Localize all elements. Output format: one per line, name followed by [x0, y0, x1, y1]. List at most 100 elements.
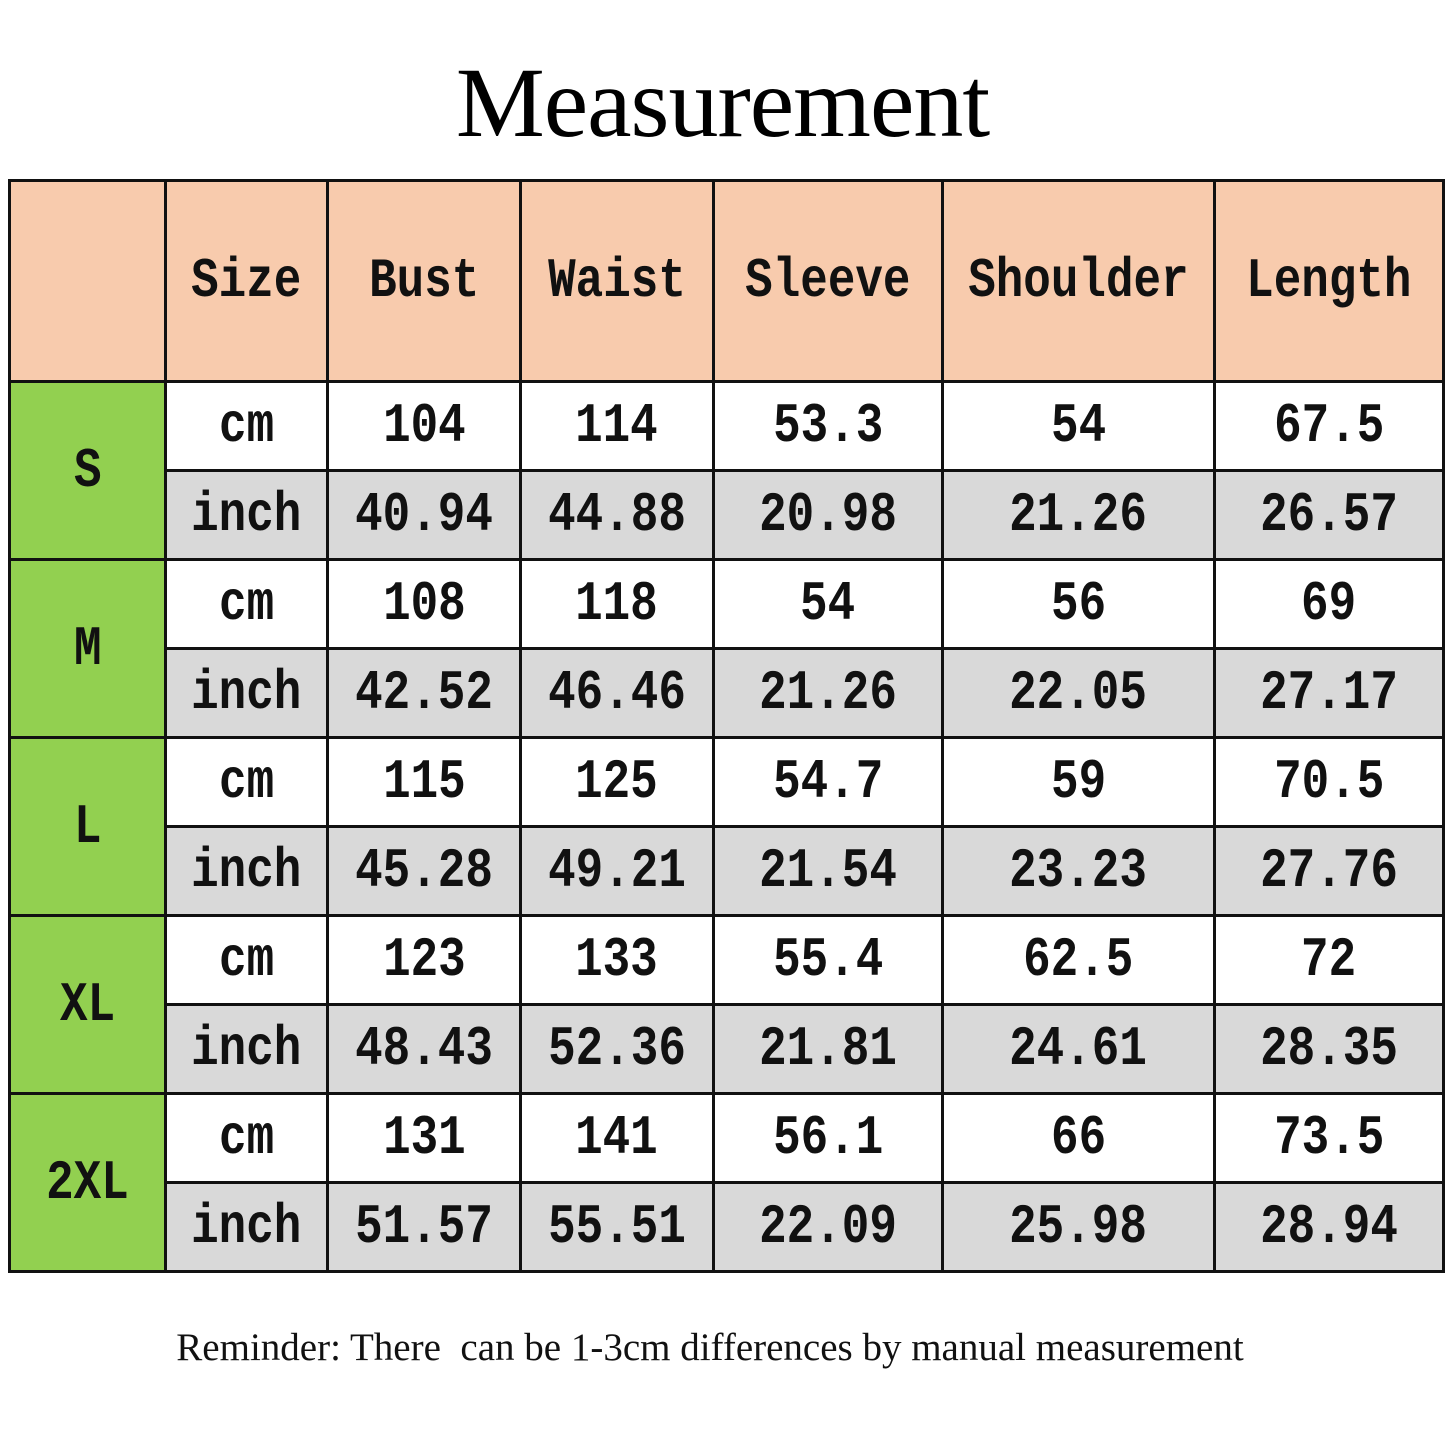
value-cell-text: 45.28	[355, 839, 493, 903]
value-cell: 62.5	[940, 914, 1216, 1006]
value-cell-text: 125	[575, 750, 659, 814]
value-cell: 21.26	[711, 647, 944, 739]
size-label-text: S	[73, 438, 102, 503]
header-row: Size Bust Waist Sleeve Shoulder Length	[8, 179, 1445, 383]
value-cell-text: 55.51	[547, 1195, 686, 1259]
value-cell: 131	[326, 1092, 522, 1184]
value-cell-text: 54	[800, 572, 856, 636]
table-row-inch: inch 48.43 52.36 21.81 24.61 28.35	[10, 1003, 1445, 1095]
value-cell: 69	[1212, 558, 1445, 650]
header-cell: Size	[163, 179, 330, 383]
value-cell: 25.98	[940, 1181, 1216, 1273]
value-cell-text: 53.3	[772, 394, 883, 458]
value-cell-text: 48.43	[355, 1017, 493, 1081]
unit-label: cm	[163, 914, 330, 1006]
header-cell	[8, 179, 167, 383]
value-cell: 27.17	[1212, 647, 1445, 739]
unit-label-text: cm	[218, 750, 275, 814]
header-cell: Sleeve	[711, 179, 944, 383]
value-cell-text: 28.94	[1259, 1195, 1398, 1259]
value-cell-text: 73.5	[1273, 1106, 1384, 1170]
value-cell: 56	[940, 558, 1216, 650]
value-cell-text: 40.94	[355, 483, 493, 547]
value-cell: 46.46	[518, 647, 715, 739]
value-cell: 66	[940, 1092, 1216, 1184]
table-row-cm: XL cm 123 133 55.4 62.5 72	[8, 914, 1445, 1095]
value-cell: 27.76	[1212, 825, 1445, 917]
value-cell-text: 20.98	[758, 483, 897, 547]
value-cell-text: 51.57	[355, 1195, 493, 1259]
unit-label-text: inch	[191, 661, 302, 725]
value-cell-text: 69	[1301, 572, 1357, 636]
value-cell-text: 114	[575, 394, 659, 458]
header-cell: Shoulder	[940, 179, 1216, 383]
size-label: L	[8, 736, 167, 917]
table-row-inch: inch 51.57 55.51 22.09 25.98 28.94	[10, 1181, 1445, 1273]
value-cell-text: 49.21	[547, 839, 686, 903]
reminder-note: Reminder: There can be 1-3cm differences…	[176, 1326, 1244, 1369]
value-cell: 55.4	[711, 914, 944, 1006]
unit-label-text: inch	[191, 1017, 302, 1081]
value-cell-text: 133	[575, 928, 659, 992]
unit-label-text: cm	[218, 1106, 275, 1170]
unit-label-text: inch	[191, 483, 302, 547]
value-cell: 125	[518, 736, 715, 828]
value-cell-text: 54.7	[772, 750, 883, 814]
value-cell: 23.23	[940, 825, 1216, 917]
value-cell: 49.21	[518, 825, 715, 917]
page-title: Measurement	[455, 47, 990, 158]
value-cell: 21.54	[711, 825, 944, 917]
value-cell-text: 21.81	[758, 1017, 897, 1081]
unit-label: cm	[163, 1092, 330, 1184]
value-cell-text: 25.98	[1009, 1195, 1148, 1259]
value-cell: 72	[1212, 914, 1445, 1006]
value-cell-text: 21.54	[758, 839, 897, 903]
value-cell: 53.3	[711, 380, 944, 472]
unit-label-text: inch	[191, 1195, 302, 1259]
unit-label: inch	[163, 469, 330, 561]
unit-label: inch	[163, 647, 330, 739]
value-cell: 22.05	[940, 647, 1216, 739]
value-cell: 45.28	[326, 825, 522, 917]
value-cell: 54	[940, 380, 1216, 472]
header-cell-text: Shoulder	[968, 249, 1189, 313]
value-cell-text: 27.76	[1259, 839, 1398, 903]
value-cell-text: 28.35	[1259, 1017, 1398, 1081]
value-cell: 55.51	[518, 1181, 715, 1273]
header-cell-text: Bust	[368, 249, 480, 313]
value-cell: 48.43	[326, 1003, 522, 1095]
value-cell-text: 22.05	[1009, 661, 1148, 725]
size-label: XL	[8, 914, 167, 1095]
table-row-inch: inch 45.28 49.21 21.54 23.23 27.76	[10, 825, 1445, 917]
value-cell: 108	[326, 558, 522, 650]
value-cell: 70.5	[1212, 736, 1445, 828]
value-cell: 73.5	[1212, 1092, 1445, 1184]
value-cell: 59	[940, 736, 1216, 828]
header-cell-text: Waist	[547, 249, 686, 313]
value-cell: 22.09	[711, 1181, 944, 1273]
value-cell: 56.1	[711, 1092, 944, 1184]
size-label-text: 2XL	[46, 1150, 129, 1215]
value-cell-text: 56.1	[772, 1106, 883, 1170]
size-label: M	[8, 558, 167, 739]
value-cell: 26.57	[1212, 469, 1445, 561]
value-cell-text: 54	[1050, 394, 1106, 458]
table-row-inch: inch 42.52 46.46 21.26 22.05 27.17	[10, 647, 1445, 739]
unit-label-text: cm	[218, 394, 275, 458]
unit-label: inch	[163, 1003, 330, 1095]
value-cell: 123	[326, 914, 522, 1006]
value-cell: 40.94	[326, 469, 522, 561]
value-cell: 133	[518, 914, 715, 1006]
unit-label-text: inch	[191, 839, 302, 903]
unit-label: cm	[163, 380, 330, 472]
value-cell-text: 70.5	[1273, 750, 1384, 814]
unit-label: cm	[163, 558, 330, 650]
value-cell-text: 21.26	[758, 661, 897, 725]
value-cell-text: 62.5	[1023, 928, 1134, 992]
unit-label-text: cm	[218, 928, 275, 992]
value-cell-text: 115	[382, 750, 466, 814]
value-cell: 104	[326, 380, 522, 472]
header-cell-text: Sleeve	[745, 249, 911, 313]
value-cell: 141	[518, 1092, 715, 1184]
